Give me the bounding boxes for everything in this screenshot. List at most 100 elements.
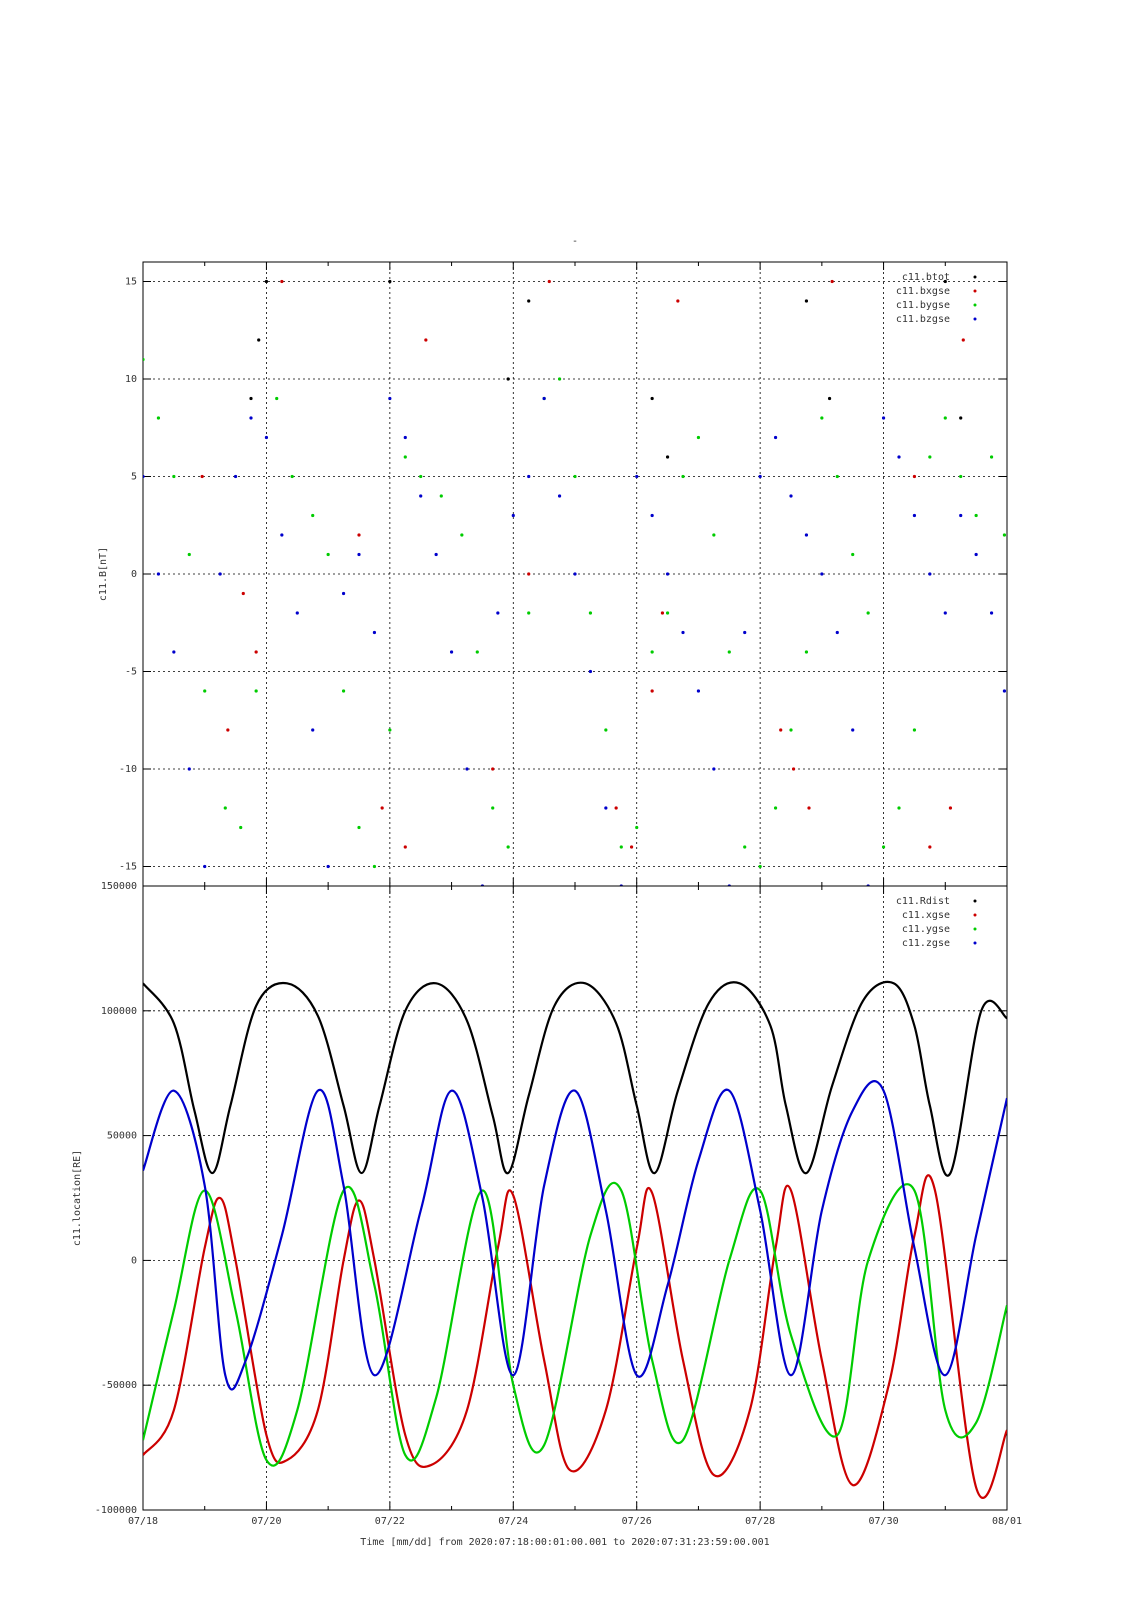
data-point <box>449 650 454 654</box>
data-point <box>851 552 855 557</box>
data-point <box>974 513 978 518</box>
data-point <box>172 474 176 479</box>
y-axis-label: c11.B[nT] <box>98 547 109 601</box>
data-point <box>635 825 639 830</box>
data-point <box>290 474 294 479</box>
data-point <box>388 396 392 401</box>
data-point <box>665 611 670 615</box>
data-point <box>743 845 747 849</box>
magnetic-field-panel: 15 10 5 0 -5 -10 -15 c11.B[nT] c11.btot c11.bxgse… <box>98 261 1008 887</box>
data-point <box>357 552 361 557</box>
data-point <box>439 494 443 498</box>
data-point <box>989 455 994 459</box>
data-point <box>974 552 978 557</box>
data-point <box>676 299 680 303</box>
data-point <box>372 864 377 869</box>
legend-marker <box>973 927 977 931</box>
series-c11-btot <box>249 279 963 459</box>
y-tick-label: 150000 <box>101 881 137 892</box>
data-point <box>527 572 531 576</box>
x-tick-label: 07/26 <box>622 1516 652 1527</box>
data-point <box>254 689 258 693</box>
data-point <box>506 377 510 381</box>
data-point <box>1002 533 1007 537</box>
data-point <box>928 455 932 459</box>
data-point <box>959 474 963 479</box>
legend-label: c11.Rdist <box>896 896 950 907</box>
data-point <box>665 455 670 459</box>
data-point <box>681 474 685 479</box>
series-c11-zgse <box>143 1080 1007 1391</box>
data-point <box>912 474 917 479</box>
y-tick-label: -15 <box>119 862 137 873</box>
y-tick-label: 15 <box>125 277 137 288</box>
y-tick-label: -50000 <box>101 1380 137 1391</box>
data-point <box>239 825 243 830</box>
data-point <box>573 474 577 479</box>
data-point <box>804 299 809 303</box>
x-tick-label: 07/18 <box>128 1516 158 1527</box>
y-tick-label: 10 <box>125 374 137 385</box>
data-point <box>275 396 279 401</box>
data-point <box>660 611 665 615</box>
x-tick-label: 07/28 <box>745 1516 775 1527</box>
data-point <box>881 416 886 420</box>
data-point <box>311 728 315 732</box>
data-point <box>696 435 701 440</box>
data-point <box>491 806 495 810</box>
data-point <box>629 845 634 849</box>
series-c11-bxgse <box>200 279 965 849</box>
data-point <box>789 728 793 732</box>
legend-marker <box>973 899 977 903</box>
data-point <box>696 689 701 693</box>
data-point <box>257 338 261 342</box>
data-point <box>233 474 238 479</box>
data-point <box>527 299 531 303</box>
legend-marker <box>973 317 977 321</box>
legend-label: c11.bzgse <box>896 314 950 325</box>
y-tick-label: -100000 <box>95 1505 137 1516</box>
series-line <box>143 1181 1007 1467</box>
series-c11-ygse <box>143 1181 1007 1467</box>
data-point <box>943 416 947 420</box>
series-line <box>143 1080 1007 1391</box>
data-point <box>187 552 191 557</box>
data-point <box>156 572 161 576</box>
data-point <box>635 474 639 479</box>
x-tick-label: 07/24 <box>498 1516 528 1527</box>
legend-marker <box>973 941 977 945</box>
data-point <box>897 806 901 810</box>
y-tick-label: 0 <box>131 1255 137 1266</box>
y-tick-label: -10 <box>119 764 137 775</box>
legend-label: c11.xgse <box>902 910 950 921</box>
data-point <box>928 845 932 849</box>
data-point <box>804 650 809 654</box>
data-point <box>249 416 253 420</box>
data-point <box>388 279 392 284</box>
data-point <box>542 396 546 401</box>
data-point <box>912 513 917 518</box>
data-point <box>506 845 510 849</box>
y-tick-label: 50000 <box>107 1131 137 1142</box>
data-point <box>475 650 479 654</box>
x-tick-label: 07/20 <box>251 1516 281 1527</box>
data-point <box>172 650 176 654</box>
legend-marker <box>973 275 977 279</box>
data-point <box>280 279 284 284</box>
data-point <box>527 474 531 479</box>
data-point <box>424 338 428 342</box>
data-point <box>835 474 839 479</box>
data-point <box>989 611 994 615</box>
data-point <box>143 357 145 362</box>
data-point <box>789 494 793 498</box>
data-point <box>264 279 269 284</box>
data-point <box>357 825 361 830</box>
data-point <box>779 728 783 732</box>
data-point <box>650 650 654 654</box>
data-point <box>380 806 384 810</box>
data-point <box>959 513 963 518</box>
data-point <box>791 767 796 771</box>
data-point <box>491 767 495 771</box>
series-c11-Rdist <box>143 980 1007 1177</box>
